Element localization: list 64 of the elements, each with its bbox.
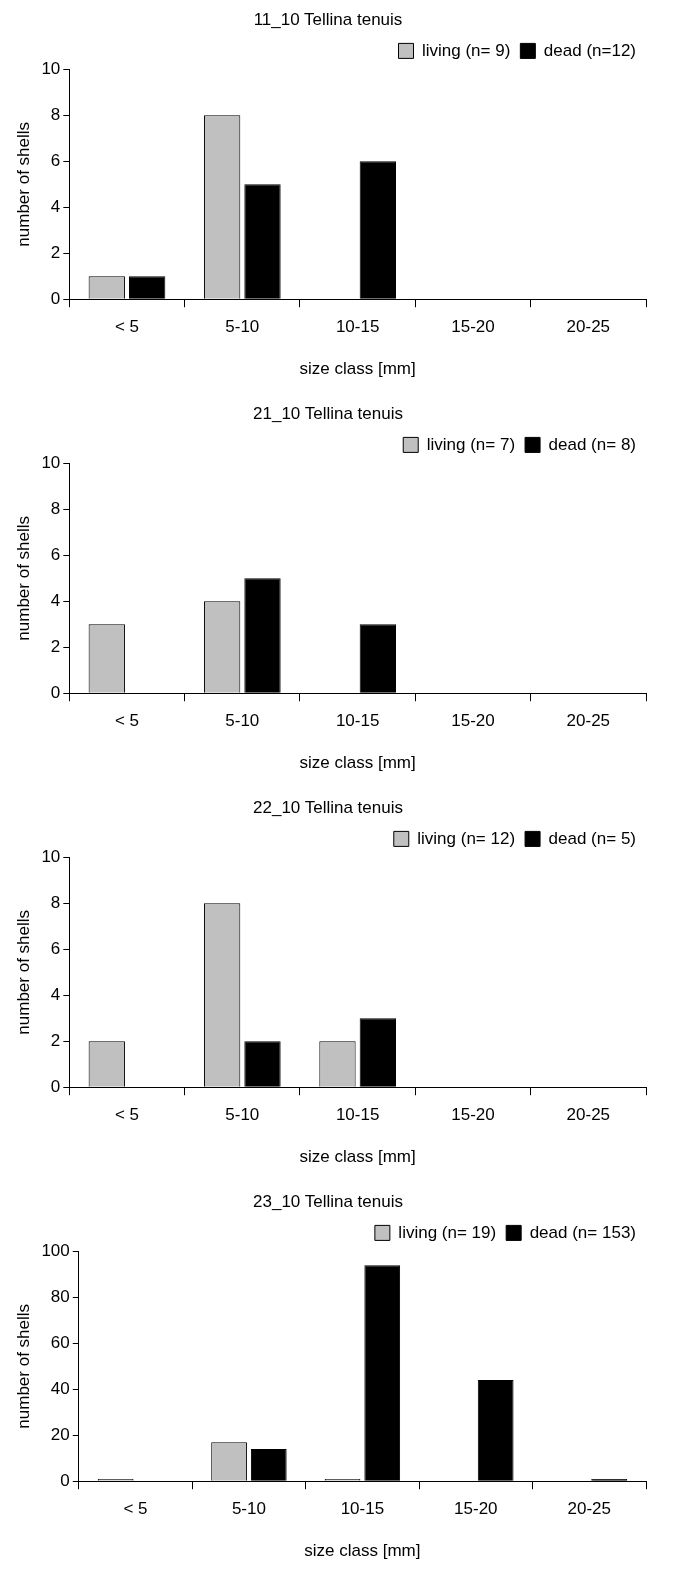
x-tick-label: 20-25 (566, 317, 611, 337)
legend-label: dead (n= 5) (548, 828, 637, 848)
y-tick-label: 100 (41, 1241, 70, 1261)
chart-title: 11_10 Tellina tenuis (253, 9, 403, 29)
x-tick-label: 5-10 (231, 1499, 266, 1519)
x-tick-label: 10-15 (335, 711, 380, 731)
x-tick-label: < 5 (123, 1499, 148, 1519)
y-tick-label: 6 (50, 939, 61, 959)
x-axis-title: size class [mm] (304, 1541, 421, 1561)
y-tick-label: 4 (50, 984, 61, 1004)
x-tick-label: 20-25 (566, 711, 611, 731)
y-tick-label: 10 (41, 847, 61, 867)
y-axis-title: number of shells (13, 909, 33, 1035)
y-tick-label: 0 (50, 288, 61, 308)
x-tick-label: 10-15 (340, 1499, 385, 1519)
y-tick-label: 8 (50, 499, 61, 519)
y-tick-label: 10 (41, 59, 61, 79)
legend-label: living (n= 7) (426, 434, 516, 454)
x-tick-label: < 5 (114, 317, 140, 337)
x-tick-label: 5-10 (225, 317, 260, 337)
y-tick-label: 2 (50, 1030, 61, 1050)
y-tick-label: 20 (50, 1424, 70, 1444)
legend-label: living (n= 12) (417, 828, 516, 848)
x-tick-label: 15-20 (451, 711, 495, 731)
legend-label: living (n= 9) (422, 40, 511, 60)
y-tick-label: 10 (41, 453, 61, 473)
y-tick-label: 0 (50, 682, 61, 702)
chart-title: 21_10 Tellina tenuis (253, 403, 403, 423)
legend-label: dead (n=12) (543, 40, 636, 60)
legend-label: dead (n= 153) (529, 1222, 637, 1242)
x-tick-label: 15-20 (451, 1105, 495, 1125)
chart-title: 22_10 Tellina tenuis (253, 797, 403, 817)
x-tick-label: 5-10 (225, 1105, 260, 1125)
y-tick-label: 60 (50, 1333, 70, 1353)
x-tick-label: 15-20 (454, 1499, 498, 1519)
legend-label: living (n= 19) (398, 1222, 497, 1242)
y-axis-title: number of shells (13, 1303, 33, 1429)
x-axis-title: size class [mm] (299, 1147, 416, 1167)
x-tick-label: 10-15 (335, 317, 380, 337)
x-tick-label: 20-25 (567, 1499, 612, 1519)
chart-title: 23_10 Tellina tenuis (253, 1191, 403, 1211)
y-tick-label: 2 (50, 242, 61, 262)
y-axis-title: number of shells (13, 515, 33, 641)
y-tick-label: 0 (50, 1076, 61, 1096)
y-tick-label: 80 (50, 1287, 70, 1307)
y-tick-label: 2 (50, 636, 61, 656)
legend-label: dead (n= 8) (548, 434, 637, 454)
x-axis-title: size class [mm] (299, 753, 416, 773)
y-tick-label: 8 (50, 105, 61, 125)
x-tick-label: 10-15 (335, 1105, 380, 1125)
y-tick-label: 0 (60, 1470, 70, 1490)
x-tick-label: < 5 (114, 1105, 140, 1125)
x-tick-label: 5-10 (225, 711, 260, 731)
x-tick-label: 15-20 (451, 317, 495, 337)
x-axis-title: size class [mm] (299, 359, 416, 379)
y-tick-label: 4 (50, 590, 61, 610)
x-tick-label: < 5 (114, 711, 140, 731)
y-axis-title: number of shells (13, 121, 33, 247)
y-tick-label: 6 (50, 151, 61, 171)
y-tick-label: 6 (50, 545, 61, 565)
y-tick-label: 8 (50, 893, 61, 913)
y-tick-label: 40 (50, 1378, 70, 1398)
x-tick-label: 20-25 (566, 1105, 611, 1125)
y-tick-label: 4 (50, 196, 61, 216)
